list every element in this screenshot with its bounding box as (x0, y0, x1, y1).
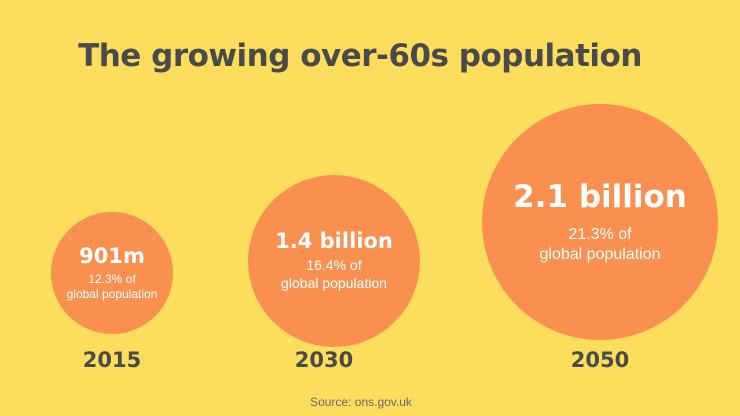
bubble-value-label: 901m (79, 243, 145, 268)
share-line-1: 16.4% of (306, 257, 362, 274)
bubble-share-label: 16.4% of global population (281, 257, 387, 292)
bubble-share-label: 21.3% of global population (540, 225, 661, 265)
year-label-2030: 2030 (294, 348, 354, 372)
share-line-2: global population (281, 274, 387, 291)
bubble-value-label: 1.4 billion (275, 229, 393, 254)
share-line-1: 12.3% of (88, 271, 136, 286)
share-line-1: 21.3% of (568, 226, 632, 243)
bubble-2030: 1.4 billion 16.4% of global population (247, 174, 420, 347)
year-label-2050: 2050 (570, 348, 630, 372)
source-note: Source: ons.gov.uk (310, 395, 412, 409)
bubble-2015: 901m 12.3% of global population (51, 212, 173, 334)
chart-title: The growing over-60s population (78, 38, 642, 74)
share-line-2: global population (539, 246, 661, 263)
year-label-2015: 2015 (82, 348, 142, 372)
bubble-2050: 2.1 billion 21.3% of global population (482, 104, 718, 340)
share-line-2: global population (66, 286, 158, 301)
bubble-share-label: 12.3% of global population (67, 272, 158, 302)
bubble-value-label: 2.1 billion (513, 179, 687, 215)
